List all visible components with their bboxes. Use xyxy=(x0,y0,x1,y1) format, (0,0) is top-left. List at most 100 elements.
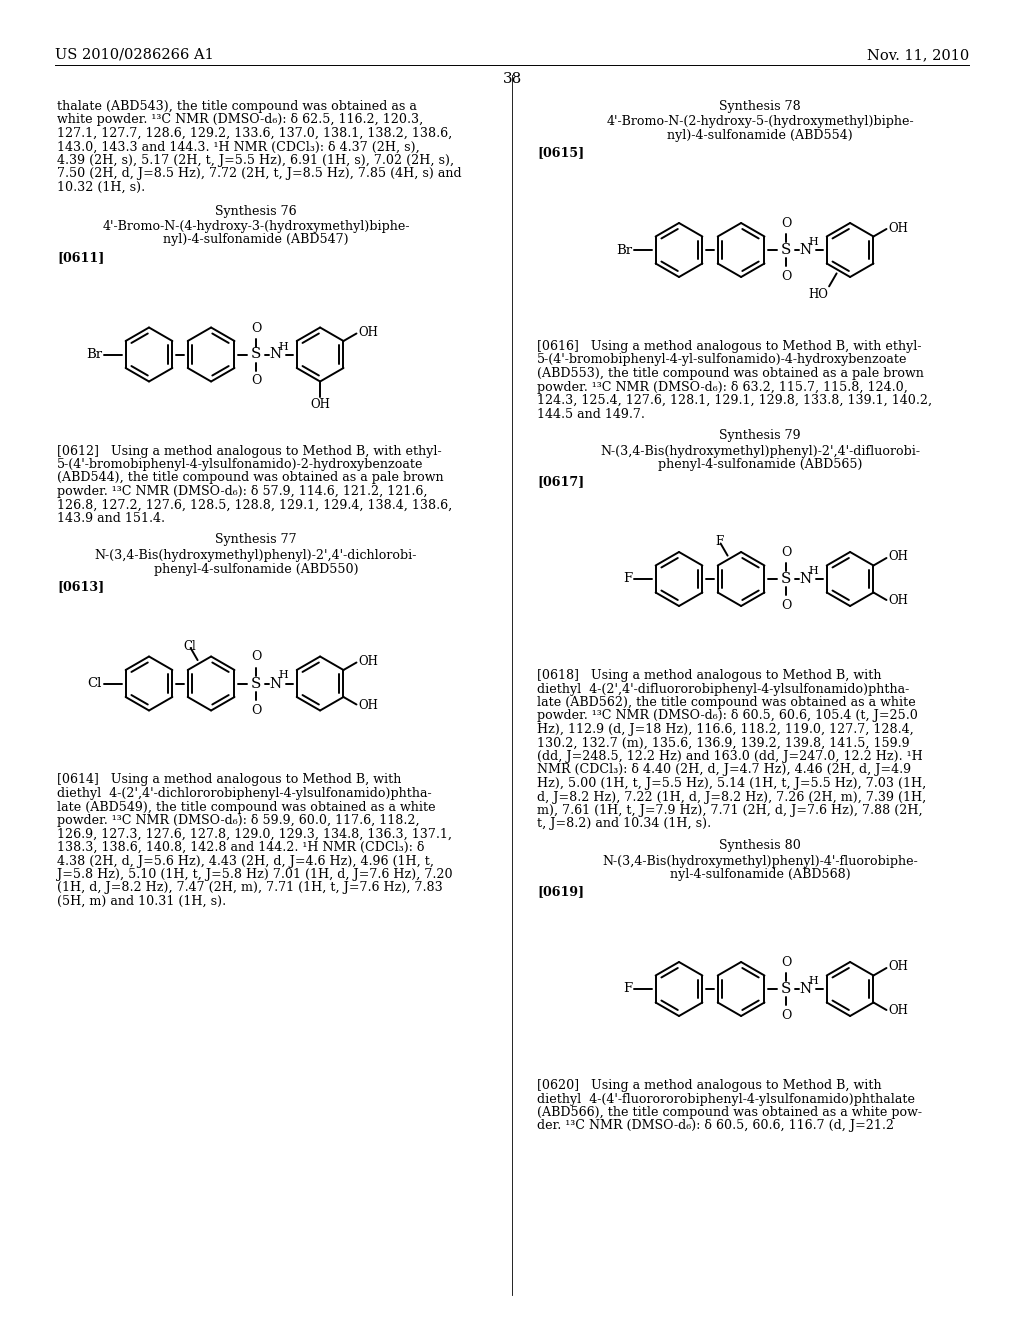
Text: [0618]   Using a method analogous to Method B, with: [0618] Using a method analogous to Metho… xyxy=(537,669,882,682)
Text: [0620]   Using a method analogous to Method B, with: [0620] Using a method analogous to Metho… xyxy=(537,1078,882,1092)
Text: Synthesis 76: Synthesis 76 xyxy=(215,205,297,218)
Text: O: O xyxy=(251,375,261,388)
Text: Nov. 11, 2010: Nov. 11, 2010 xyxy=(866,48,969,62)
Text: S: S xyxy=(251,347,261,362)
Text: Synthesis 78: Synthesis 78 xyxy=(719,100,801,114)
Text: H: H xyxy=(808,975,818,986)
Text: nyl-4-sulfonamide (ABD568): nyl-4-sulfonamide (ABD568) xyxy=(670,869,850,880)
Text: OH: OH xyxy=(310,399,330,412)
Text: O: O xyxy=(781,956,792,969)
Text: phenyl-4-sulfonamide (ABD550): phenyl-4-sulfonamide (ABD550) xyxy=(154,562,358,576)
Text: N: N xyxy=(799,243,811,257)
Text: S: S xyxy=(781,572,792,586)
Text: diethyl  4-(2',4'-difluororobiphenyl-4-ylsulfonamido)phtha-: diethyl 4-(2',4'-difluororobiphenyl-4-yl… xyxy=(537,682,909,696)
Text: OH: OH xyxy=(888,222,908,235)
Text: nyl)-4-sulfonamide (ABD554): nyl)-4-sulfonamide (ABD554) xyxy=(667,129,853,143)
Text: NMR (CDCl₃): δ 4.40 (2H, d, J=4.7 Hz), 4.46 (2H, d, J=4.9: NMR (CDCl₃): δ 4.40 (2H, d, J=4.7 Hz), 4… xyxy=(537,763,911,776)
Text: powder. ¹³C NMR (DMSO-d₆): δ 63.2, 115.7, 115.8, 124.0,: powder. ¹³C NMR (DMSO-d₆): δ 63.2, 115.7… xyxy=(537,380,908,393)
Text: 124.3, 125.4, 127.6, 128.1, 129.1, 129.8, 133.8, 139.1, 140.2,: 124.3, 125.4, 127.6, 128.1, 129.1, 129.8… xyxy=(537,393,932,407)
Text: OH: OH xyxy=(888,1005,908,1018)
Text: OH: OH xyxy=(358,326,378,339)
Text: Cl: Cl xyxy=(183,640,196,653)
Text: H: H xyxy=(808,566,818,576)
Text: OH: OH xyxy=(888,961,908,974)
Text: thalate (ABD543), the title compound was obtained as a: thalate (ABD543), the title compound was… xyxy=(57,100,417,114)
Text: 138.3, 138.6, 140.8, 142.8 and 144.2. ¹H NMR (CDCl₃): δ: 138.3, 138.6, 140.8, 142.8 and 144.2. ¹H… xyxy=(57,841,425,854)
Text: nyl)-4-sulfonamide (ABD547): nyl)-4-sulfonamide (ABD547) xyxy=(163,234,349,247)
Text: S: S xyxy=(781,982,792,997)
Text: 4'-Bromo-N-(2-hydroxy-5-(hydroxymethyl)biphe-: 4'-Bromo-N-(2-hydroxy-5-(hydroxymethyl)b… xyxy=(606,116,913,128)
Text: m), 7.61 (1H, t, J=7.9 Hz), 7.71 (2H, d, J=7.6 Hz), 7.88 (2H,: m), 7.61 (1H, t, J=7.9 Hz), 7.71 (2H, d,… xyxy=(537,804,923,817)
Text: late (ABD549), the title compound was obtained as a white: late (ABD549), the title compound was ob… xyxy=(57,800,435,813)
Text: Synthesis 79: Synthesis 79 xyxy=(719,429,801,442)
Text: HO: HO xyxy=(808,288,828,301)
Text: S: S xyxy=(251,676,261,690)
Text: O: O xyxy=(781,599,792,612)
Text: N: N xyxy=(269,676,282,690)
Text: [0619]: [0619] xyxy=(537,886,584,899)
Text: 4'-Bromo-N-(4-hydroxy-3-(hydroxymethyl)biphe-: 4'-Bromo-N-(4-hydroxy-3-(hydroxymethyl)b… xyxy=(102,220,410,234)
Text: [0617]: [0617] xyxy=(537,475,585,488)
Text: diethyl  4-(2',4'-dichlororobiphenyl-4-ylsulfonamido)phtha-: diethyl 4-(2',4'-dichlororobiphenyl-4-yl… xyxy=(57,787,432,800)
Text: 127.1, 127.7, 128.6, 129.2, 133.6, 137.0, 138.1, 138.2, 138.6,: 127.1, 127.7, 128.6, 129.2, 133.6, 137.0… xyxy=(57,127,453,140)
Text: OH: OH xyxy=(358,700,378,711)
Text: N: N xyxy=(269,347,282,362)
Text: S: S xyxy=(781,243,792,257)
Text: [0611]: [0611] xyxy=(57,251,104,264)
Text: F: F xyxy=(716,536,724,548)
Text: N-(3,4-Bis(hydroxymethyl)phenyl)-2',4'-difluorobi-: N-(3,4-Bis(hydroxymethyl)phenyl)-2',4'-d… xyxy=(600,445,920,458)
Text: [0614]   Using a method analogous to Method B, with: [0614] Using a method analogous to Metho… xyxy=(57,774,401,787)
Text: phenyl-4-sulfonamide (ABD565): phenyl-4-sulfonamide (ABD565) xyxy=(657,458,862,471)
Text: (dd, J=248.5, 12.2 Hz) and 163.0 (dd, J=247.0, 12.2 Hz). ¹H: (dd, J=248.5, 12.2 Hz) and 163.0 (dd, J=… xyxy=(537,750,923,763)
Text: 143.0, 143.3 and 144.3. ¹H NMR (CDCl₃): δ 4.37 (2H, s),: 143.0, 143.3 and 144.3. ¹H NMR (CDCl₃): … xyxy=(57,140,420,153)
Text: late (ABD562), the title compound was obtained as a white: late (ABD562), the title compound was ob… xyxy=(537,696,915,709)
Text: (ABD553), the title compound was obtained as a pale brown: (ABD553), the title compound was obtaine… xyxy=(537,367,924,380)
Text: 5-(4'-bromobiphenyl-4-yl-sulfonamido)-4-hydroxybenzoate: 5-(4'-bromobiphenyl-4-yl-sulfonamido)-4-… xyxy=(537,354,907,367)
Text: N: N xyxy=(799,982,811,997)
Text: (1H, d, J=8.2 Hz), 7.47 (2H, m), 7.71 (1H, t, J=7.6 Hz), 7.83: (1H, d, J=8.2 Hz), 7.47 (2H, m), 7.71 (1… xyxy=(57,882,442,895)
Text: 130.2, 132.7 (m), 135.6, 136.9, 139.2, 139.8, 141.5, 159.9: 130.2, 132.7 (m), 135.6, 136.9, 139.2, 1… xyxy=(537,737,909,750)
Text: O: O xyxy=(781,271,792,282)
Text: diethyl  4-(4'-fluorororobiphenyl-4-ylsulfonamido)phthalate: diethyl 4-(4'-fluorororobiphenyl-4-ylsul… xyxy=(537,1093,915,1106)
Text: powder. ¹³C NMR (DMSO-d₆): δ 57.9, 114.6, 121.2, 121.6,: powder. ¹³C NMR (DMSO-d₆): δ 57.9, 114.6… xyxy=(57,484,427,498)
Text: der. ¹³C NMR (DMSO-d₆): δ 60.5, 60.6, 116.7 (d, J=21.2: der. ¹³C NMR (DMSO-d₆): δ 60.5, 60.6, 11… xyxy=(537,1119,894,1133)
Text: OH: OH xyxy=(888,550,908,564)
Text: Br: Br xyxy=(615,243,632,256)
Text: Hz), 5.00 (1H, t, J=5.5 Hz), 5.14 (1H, t, J=5.5 Hz), 7.03 (1H,: Hz), 5.00 (1H, t, J=5.5 Hz), 5.14 (1H, t… xyxy=(537,777,927,789)
Text: OH: OH xyxy=(358,655,378,668)
Text: N-(3,4-Bis(hydroxymethyl)phenyl)-4'-fluorobiphe-: N-(3,4-Bis(hydroxymethyl)phenyl)-4'-fluo… xyxy=(602,854,918,867)
Text: [0612]   Using a method analogous to Method B, with ethyl-: [0612] Using a method analogous to Metho… xyxy=(57,445,441,458)
Text: 4.38 (2H, d, J=5.6 Hz), 4.43 (2H, d, J=4.6 Hz), 4.96 (1H, t,: 4.38 (2H, d, J=5.6 Hz), 4.43 (2H, d, J=4… xyxy=(57,854,434,867)
Text: (ABD544), the title compound was obtained as a pale brown: (ABD544), the title compound was obtaine… xyxy=(57,471,443,484)
Text: F: F xyxy=(623,982,632,995)
Text: Hz), 112.9 (d, J=18 Hz), 116.6, 118.2, 119.0, 127.7, 128.4,: Hz), 112.9 (d, J=18 Hz), 116.6, 118.2, 1… xyxy=(537,723,913,737)
Text: 4.39 (2H, s), 5.17 (2H, t, J=5.5 Hz), 6.91 (1H, s), 7.02 (2H, s),: 4.39 (2H, s), 5.17 (2H, t, J=5.5 Hz), 6.… xyxy=(57,154,454,168)
Text: 144.5 and 149.7.: 144.5 and 149.7. xyxy=(537,408,645,421)
Text: white powder. ¹³C NMR (DMSO-d₆): δ 62.5, 116.2, 120.3,: white powder. ¹³C NMR (DMSO-d₆): δ 62.5,… xyxy=(57,114,423,127)
Text: O: O xyxy=(251,651,261,664)
Text: F: F xyxy=(623,573,632,586)
Text: H: H xyxy=(279,342,288,351)
Text: 7.50 (2H, d, J=8.5 Hz), 7.72 (2H, t, J=8.5 Hz), 7.85 (4H, s) and: 7.50 (2H, d, J=8.5 Hz), 7.72 (2H, t, J=8… xyxy=(57,168,462,181)
Text: O: O xyxy=(781,546,792,558)
Text: Synthesis 77: Synthesis 77 xyxy=(215,533,297,546)
Text: H: H xyxy=(279,671,288,681)
Text: O: O xyxy=(251,322,261,334)
Text: O: O xyxy=(251,704,261,717)
Text: [0613]: [0613] xyxy=(57,579,104,593)
Text: H: H xyxy=(808,238,818,247)
Text: 5-(4'-bromobiphenyl-4-ylsulfonamido)-2-hydroxybenzoate: 5-(4'-bromobiphenyl-4-ylsulfonamido)-2-h… xyxy=(57,458,424,471)
Text: US 2010/0286266 A1: US 2010/0286266 A1 xyxy=(55,48,214,62)
Text: Synthesis 80: Synthesis 80 xyxy=(719,840,801,851)
Text: powder. ¹³C NMR (DMSO-d₆): δ 60.5, 60.6, 105.4 (t, J=25.0: powder. ¹³C NMR (DMSO-d₆): δ 60.5, 60.6,… xyxy=(537,710,918,722)
Text: 38: 38 xyxy=(503,73,521,86)
Text: 126.8, 127.2, 127.6, 128.5, 128.8, 129.1, 129.4, 138.4, 138.6,: 126.8, 127.2, 127.6, 128.5, 128.8, 129.1… xyxy=(57,499,453,511)
Text: Br: Br xyxy=(86,348,102,360)
Text: 126.9, 127.3, 127.6, 127.8, 129.0, 129.3, 134.8, 136.3, 137.1,: 126.9, 127.3, 127.6, 127.8, 129.0, 129.3… xyxy=(57,828,452,841)
Text: J=5.8 Hz), 5.10 (1H, t, J=5.8 Hz) 7.01 (1H, d, J=7.6 Hz), 7.20: J=5.8 Hz), 5.10 (1H, t, J=5.8 Hz) 7.01 (… xyxy=(57,869,453,880)
Text: d, J=8.2 Hz), 7.22 (1H, d, J=8.2 Hz), 7.26 (2H, m), 7.39 (1H,: d, J=8.2 Hz), 7.22 (1H, d, J=8.2 Hz), 7.… xyxy=(537,791,927,804)
Text: Cl: Cl xyxy=(88,677,102,690)
Text: OH: OH xyxy=(888,594,908,607)
Text: powder. ¹³C NMR (DMSO-d₆): δ 59.9, 60.0, 117.6, 118.2,: powder. ¹³C NMR (DMSO-d₆): δ 59.9, 60.0,… xyxy=(57,814,420,828)
Text: t, J=8.2) and 10.34 (1H, s).: t, J=8.2) and 10.34 (1H, s). xyxy=(537,817,711,830)
